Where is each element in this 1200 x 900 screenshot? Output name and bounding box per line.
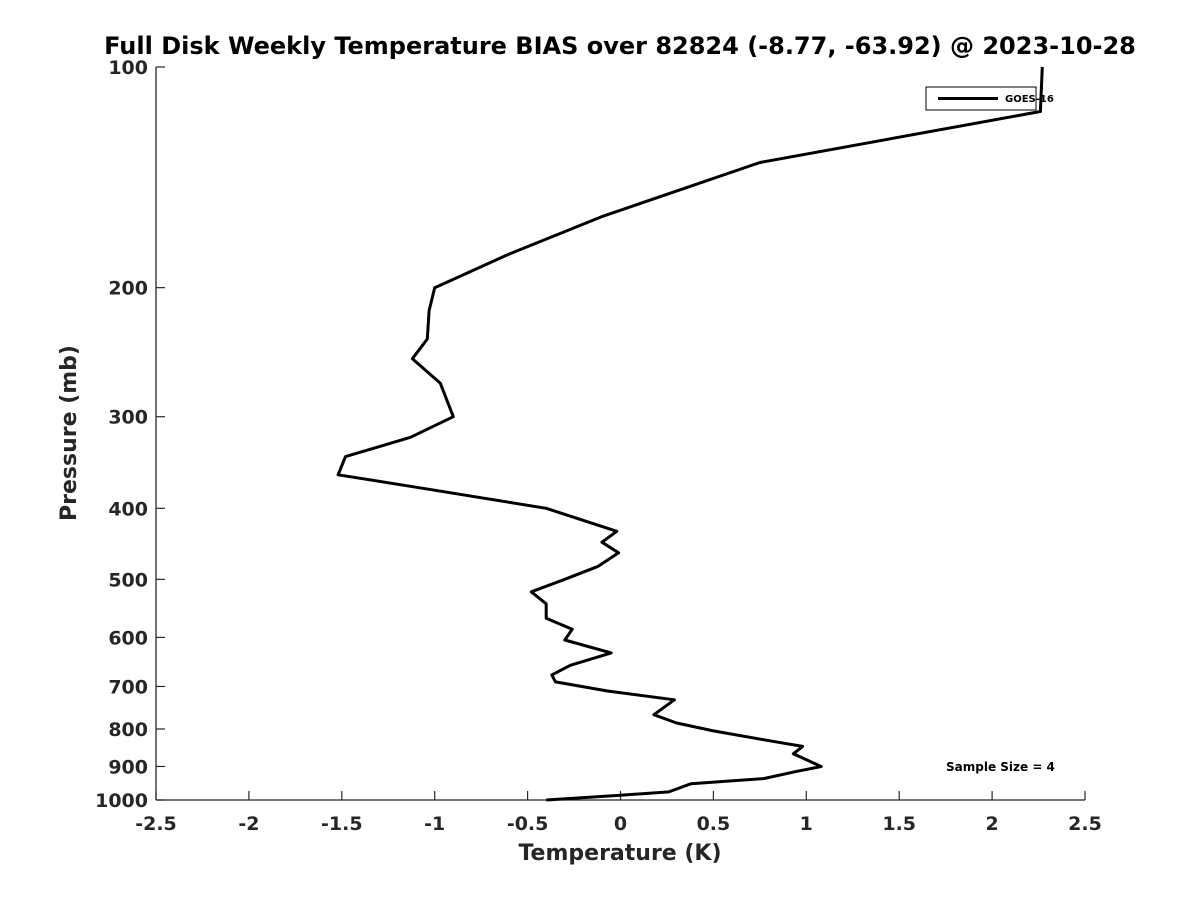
x-tick-label: 2 <box>985 813 998 835</box>
x-tick-label: -2 <box>238 813 259 835</box>
y-tick-label: 600 <box>108 627 148 649</box>
x-tick-label: 0 <box>614 813 627 835</box>
plot-area <box>156 67 1085 800</box>
y-tick-label: 500 <box>108 569 148 591</box>
y-tick-label: 200 <box>108 278 148 300</box>
y-tick-label: 900 <box>108 756 148 778</box>
x-tick-label: -2.5 <box>135 813 177 835</box>
x-tick-label: 1 <box>800 813 813 835</box>
y-tick-label: 400 <box>108 498 148 520</box>
y-axis-ticks: 100 200 300 400 500 600 700 800 900 1000 <box>95 57 165 812</box>
x-tick-label: 0.5 <box>697 813 731 835</box>
legend-label-goes-16: GOES-16 <box>1005 94 1054 105</box>
x-axis-label: Temperature (K) <box>518 841 721 866</box>
x-tick-label: -0.5 <box>507 813 549 835</box>
x-tick-label: -1 <box>424 813 445 835</box>
x-tick-label: 2.5 <box>1068 813 1102 835</box>
x-axis-ticks: -2.5 -2 -1.5 -1 -0.5 0 0.5 1 1.5 2 2.5 <box>135 791 1102 835</box>
series-line-goes-16 <box>336 66 1044 802</box>
sample-size-annotation: Sample Size = 4 <box>946 760 1055 774</box>
y-tick-label: 800 <box>108 719 148 741</box>
series-layer <box>336 66 1044 802</box>
y-axis-label: Pressure (mb) <box>57 345 82 521</box>
y-tick-label: 1000 <box>95 790 148 812</box>
x-tick-label: 1.5 <box>882 813 916 835</box>
chart-title: Full Disk Weekly Temperature BIAS over 8… <box>104 32 1136 60</box>
legend: GOES-16 <box>925 86 1054 111</box>
x-tick-label: -1.5 <box>321 813 363 835</box>
y-tick-label: 100 <box>108 57 148 79</box>
y-tick-label: 700 <box>108 676 148 698</box>
y-tick-label: 300 <box>108 407 148 429</box>
